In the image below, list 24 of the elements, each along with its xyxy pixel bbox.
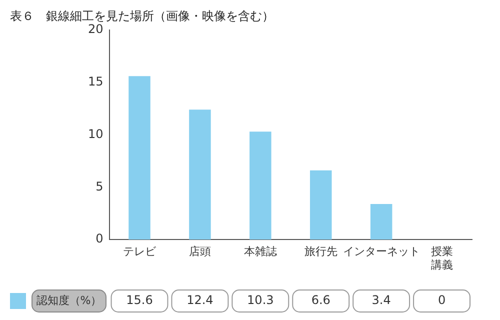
data-label: 10.3 <box>247 293 274 308</box>
data-label: 3.4 <box>372 293 391 308</box>
bar <box>128 76 150 240</box>
legend-label: 認知度（%） <box>36 294 102 307</box>
y-tick-label: 20 <box>88 22 104 36</box>
data-label: 6.6 <box>311 293 330 308</box>
chart-title: 表６ 銀線細工を見た場所（画像・映像を含む） <box>10 8 274 24</box>
x-tick-label: 店頭 <box>188 245 211 258</box>
bar <box>310 170 332 240</box>
data-label: 0 <box>438 293 446 308</box>
y-tick-label: 10 <box>88 126 104 141</box>
x-tick-label: 授業講義 <box>430 245 453 272</box>
data-label: 15.6 <box>126 293 153 308</box>
data-label: 12.4 <box>186 293 214 308</box>
bar <box>189 110 211 240</box>
x-tick-label: 本雑誌 <box>244 245 277 258</box>
y-tick-label: 15 <box>88 74 104 89</box>
x-tick-label: 旅行先 <box>304 245 338 258</box>
x-tick-label: インターネット <box>342 245 420 258</box>
bar <box>370 204 392 240</box>
y-tick-label: 5 <box>96 179 104 194</box>
bar <box>250 132 272 240</box>
x-tick-label: テレビ <box>122 245 157 258</box>
y-tick-label: 0 <box>96 232 104 246</box>
